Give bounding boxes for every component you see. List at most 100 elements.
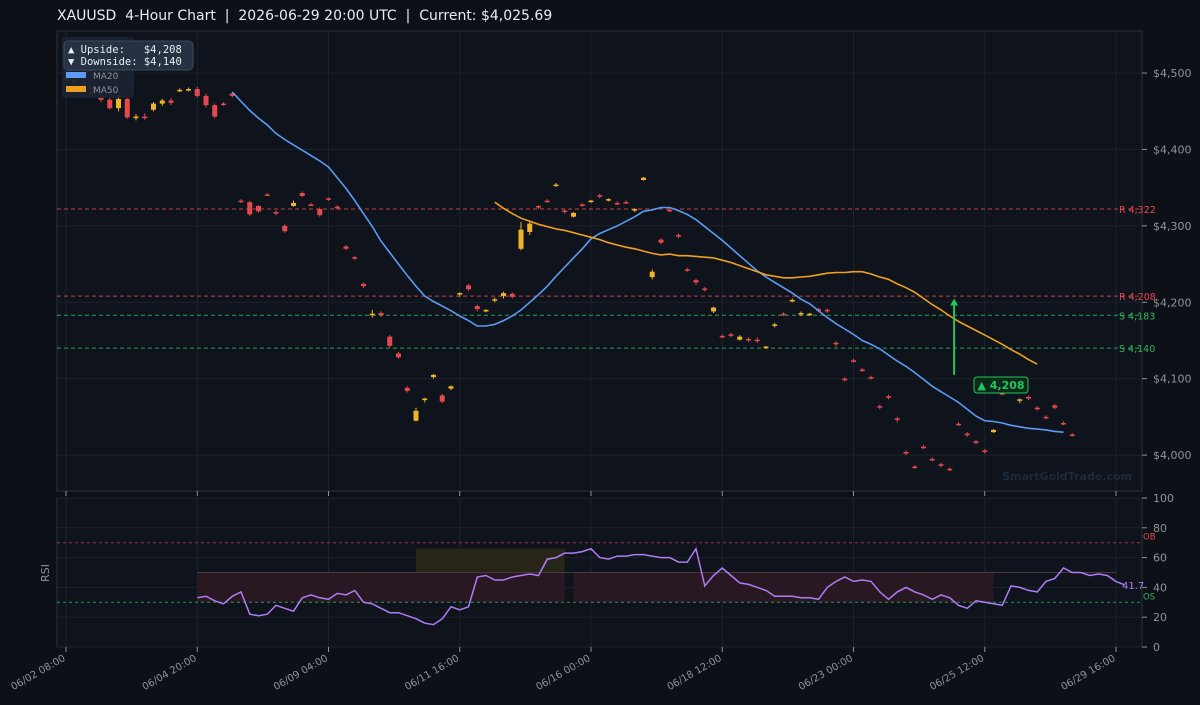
price-tick-label-5: $4,500 bbox=[1153, 67, 1192, 80]
candle-body-50 bbox=[501, 293, 506, 297]
rsi-tick-label-4: 80 bbox=[1153, 522, 1167, 535]
candle-body-110 bbox=[1026, 397, 1031, 399]
rsi-last-value: 41.7 bbox=[1122, 581, 1144, 592]
target-label: ▲ 4,208 bbox=[977, 379, 1024, 392]
candle-body-34 bbox=[361, 283, 366, 287]
price-panel bbox=[56, 30, 1143, 492]
candle-body-48 bbox=[483, 309, 489, 312]
candle-body-52 bbox=[518, 229, 524, 249]
target-badge bbox=[973, 376, 1029, 394]
candle-body-12 bbox=[168, 100, 174, 103]
candle-body-43 bbox=[439, 395, 445, 402]
candle-body-102 bbox=[956, 423, 961, 426]
candle-body-115 bbox=[1069, 434, 1075, 436]
candle-body-75 bbox=[719, 335, 725, 338]
candle-body-38 bbox=[396, 353, 401, 358]
legend-ma50: MA50 bbox=[93, 86, 119, 96]
candle-body-64 bbox=[623, 202, 629, 204]
candle-body-99 bbox=[929, 458, 935, 461]
candle-body-103 bbox=[964, 433, 970, 436]
candle-body-95 bbox=[894, 418, 900, 420]
rsi-bands bbox=[57, 542, 1142, 603]
legend: MA20 MA50 ▲ Upside: $4,208 ▼ Downside: $… bbox=[62, 37, 194, 98]
rsi-tick-label-0: 0 bbox=[1153, 641, 1160, 654]
resistance-label-0: R 4,322 bbox=[1119, 205, 1156, 216]
rsi-zone-high bbox=[416, 548, 565, 573]
candle-body-55 bbox=[544, 200, 550, 203]
candle-body-25 bbox=[282, 225, 288, 232]
moving-averages bbox=[231, 91, 1064, 433]
resistance-label-1: R 4,208 bbox=[1119, 292, 1156, 303]
candle-body-27 bbox=[299, 192, 305, 197]
candle-body-30 bbox=[326, 198, 331, 200]
candle-body-112 bbox=[1043, 416, 1049, 419]
candle-body-60 bbox=[588, 200, 594, 203]
x-tick-label-2: 06/09 04:00 bbox=[272, 653, 330, 693]
ma20-line bbox=[231, 91, 1064, 433]
candle-body-83 bbox=[789, 299, 795, 302]
x-tick-label-8: 06/29 16:00 bbox=[1059, 653, 1117, 693]
candle-body-22 bbox=[256, 205, 261, 212]
candle-body-92 bbox=[868, 377, 874, 379]
rsi-os-label: OS bbox=[1143, 592, 1155, 602]
candle-body-84 bbox=[798, 312, 804, 315]
candle-body-9 bbox=[142, 116, 148, 119]
candle-body-76 bbox=[728, 334, 734, 336]
candle-body-113 bbox=[1052, 405, 1058, 408]
target-annotation: ▲ 4,208 bbox=[950, 298, 1029, 394]
price-tick-label-2: $4,200 bbox=[1153, 296, 1192, 309]
candle-body-13 bbox=[177, 89, 183, 92]
candle-body-5 bbox=[107, 99, 113, 109]
candle-body-109 bbox=[1017, 399, 1023, 401]
candle-body-16 bbox=[203, 95, 209, 106]
rsi-tick-label-3: 60 bbox=[1153, 552, 1167, 565]
ma50-swatch bbox=[66, 86, 86, 92]
upside-text: ▲ Upside: $4,208 bbox=[68, 44, 182, 56]
candle-body-93 bbox=[877, 406, 883, 408]
candle-body-33 bbox=[352, 257, 358, 259]
support-label-3: S 4,140 bbox=[1119, 344, 1155, 355]
candle-body-19 bbox=[229, 93, 235, 96]
candle-body-39 bbox=[404, 387, 410, 391]
legend-ma20: MA20 bbox=[93, 72, 119, 82]
candle-body-82 bbox=[781, 313, 786, 316]
candle-body-26 bbox=[291, 202, 296, 206]
x-tick-label-0: 06/02 08:00 bbox=[9, 653, 67, 693]
candle-body-80 bbox=[763, 346, 769, 349]
candle-body-89 bbox=[842, 378, 848, 381]
candle-body-23 bbox=[264, 194, 270, 197]
candle-body-106 bbox=[991, 429, 996, 433]
candle-body-87 bbox=[824, 309, 830, 312]
x-tick-label-5: 06/18 12:00 bbox=[666, 653, 724, 693]
candle-body-10 bbox=[151, 103, 156, 110]
candle-body-77 bbox=[737, 336, 743, 340]
candle-body-97 bbox=[912, 466, 918, 469]
candle-body-104 bbox=[973, 441, 979, 443]
price-tick-label-3: $4,300 bbox=[1153, 220, 1192, 233]
ma20-swatch bbox=[66, 72, 86, 78]
candle-body-41 bbox=[422, 398, 428, 401]
candle-body-85 bbox=[807, 313, 813, 316]
target-arrow-head bbox=[950, 298, 959, 306]
candle-body-51 bbox=[509, 293, 515, 297]
candle-body-28 bbox=[308, 204, 314, 206]
candle-body-63 bbox=[614, 202, 620, 205]
candle-body-40 bbox=[413, 410, 419, 421]
x-tick-label-4: 06/16 00:00 bbox=[534, 653, 592, 693]
candle-body-62 bbox=[606, 199, 611, 201]
candle-body-94 bbox=[886, 396, 891, 398]
candle-body-17 bbox=[212, 105, 218, 117]
candle-body-35 bbox=[369, 313, 375, 316]
candle-body-31 bbox=[334, 206, 340, 209]
candle-body-90 bbox=[851, 360, 856, 362]
candle-body-44 bbox=[448, 386, 454, 389]
candle-body-7 bbox=[124, 99, 130, 118]
candle-body-101 bbox=[947, 468, 953, 471]
rsi-tick-label-2: 40 bbox=[1153, 581, 1167, 594]
candle-body-72 bbox=[693, 280, 699, 283]
price-tick-label-4: $4,400 bbox=[1153, 143, 1192, 156]
x-tick-label-7: 06/25 12:00 bbox=[928, 653, 986, 693]
candle-body-59 bbox=[579, 204, 585, 206]
candle-body-29 bbox=[317, 209, 323, 216]
